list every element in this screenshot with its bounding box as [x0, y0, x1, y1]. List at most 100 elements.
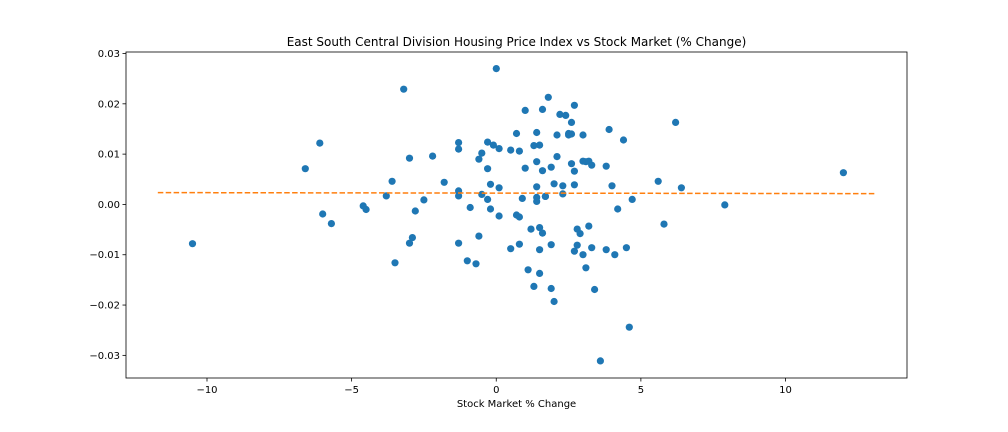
x-tick-label: 0	[493, 385, 499, 396]
data-point	[536, 224, 544, 232]
data-point	[622, 244, 631, 252]
data-point	[512, 129, 521, 138]
data-point	[521, 106, 529, 114]
data-point	[455, 145, 463, 153]
data-point	[495, 184, 503, 192]
data-point	[677, 184, 686, 192]
data-point	[536, 269, 544, 277]
data-point	[596, 357, 605, 365]
data-point	[567, 160, 576, 168]
y-tick-label: −0.03	[89, 351, 120, 362]
data-point	[567, 118, 576, 126]
data-point	[839, 169, 848, 177]
data-point	[533, 197, 541, 205]
data-point	[301, 165, 309, 173]
data-point	[408, 234, 416, 242]
y-tick-label: −0.01	[89, 250, 120, 261]
data-point	[472, 260, 480, 268]
data-point	[547, 284, 555, 293]
y-tick-label: 0.01	[98, 150, 120, 161]
data-point	[429, 152, 437, 160]
data-point	[556, 110, 564, 118]
data-point	[536, 141, 544, 149]
data-point	[567, 130, 576, 138]
data-point	[188, 240, 197, 248]
y-tick-label: 0.00	[98, 200, 120, 211]
data-point	[455, 239, 463, 247]
data-point	[654, 177, 662, 185]
data-point	[489, 141, 497, 149]
data-point	[570, 181, 579, 189]
data-point	[507, 245, 515, 253]
data-point	[602, 246, 610, 254]
plot-area	[157, 65, 876, 365]
data-point	[591, 285, 599, 294]
data-point	[570, 101, 579, 109]
data-point	[319, 210, 327, 218]
data-point	[521, 164, 529, 172]
data-point	[585, 222, 593, 230]
data-point	[475, 155, 483, 163]
data-point	[515, 147, 524, 155]
data-point	[547, 241, 555, 249]
data-point	[570, 167, 579, 175]
data-point	[411, 207, 419, 215]
data-point	[579, 251, 587, 259]
data-point	[608, 182, 616, 190]
data-point	[544, 93, 552, 101]
data-point	[533, 183, 541, 191]
data-point	[527, 225, 535, 233]
x-tick-label: 5	[638, 385, 644, 396]
data-point	[672, 118, 680, 126]
data-point	[553, 153, 561, 161]
data-point	[507, 146, 515, 154]
x-axis-label: Stock Market % Change	[457, 399, 576, 410]
data-point	[484, 195, 492, 203]
x-tick-label: 10	[779, 385, 792, 396]
chart-title: East South Central Division Housing Pric…	[287, 35, 747, 49]
data-point	[538, 105, 547, 113]
data-point	[495, 145, 503, 153]
data-point	[466, 203, 474, 212]
y-tick-label: 0.02	[98, 99, 120, 110]
data-point	[628, 195, 636, 203]
data-point	[576, 230, 584, 238]
data-point	[562, 111, 570, 119]
data-point	[538, 229, 547, 237]
data-point	[533, 128, 541, 137]
trend-line	[157, 191, 876, 195]
data-point	[721, 201, 729, 209]
data-point	[455, 192, 463, 200]
data-point	[588, 244, 596, 252]
x-tick-label: −5	[344, 385, 359, 396]
y-tick-label: −0.02	[89, 301, 120, 312]
data-point	[625, 323, 633, 331]
data-point	[570, 247, 579, 255]
data-point	[316, 139, 324, 147]
data-point	[486, 180, 495, 188]
data-point	[478, 190, 486, 198]
x-tick-label: −10	[196, 385, 217, 396]
data-point	[573, 241, 581, 249]
data-point	[518, 194, 526, 202]
data-point	[614, 205, 622, 213]
data-point	[420, 196, 428, 204]
data-point	[478, 149, 486, 157]
data-point	[619, 136, 628, 144]
data-point	[515, 240, 524, 248]
data-point	[538, 167, 547, 175]
data-point	[327, 220, 335, 228]
data-point	[660, 220, 668, 228]
data-point	[611, 251, 619, 259]
data-point	[541, 192, 550, 200]
data-point	[495, 212, 503, 220]
data-point	[362, 205, 370, 214]
y-axis: 0.03 0.02 0.01 0.00 −0.01 −0.02 −0.03	[89, 49, 126, 362]
data-point	[463, 257, 471, 265]
data-point	[405, 154, 414, 162]
data-point	[405, 239, 414, 247]
data-point	[547, 163, 555, 171]
data-point	[579, 131, 587, 139]
data-point	[382, 192, 390, 200]
data-point	[588, 161, 596, 169]
